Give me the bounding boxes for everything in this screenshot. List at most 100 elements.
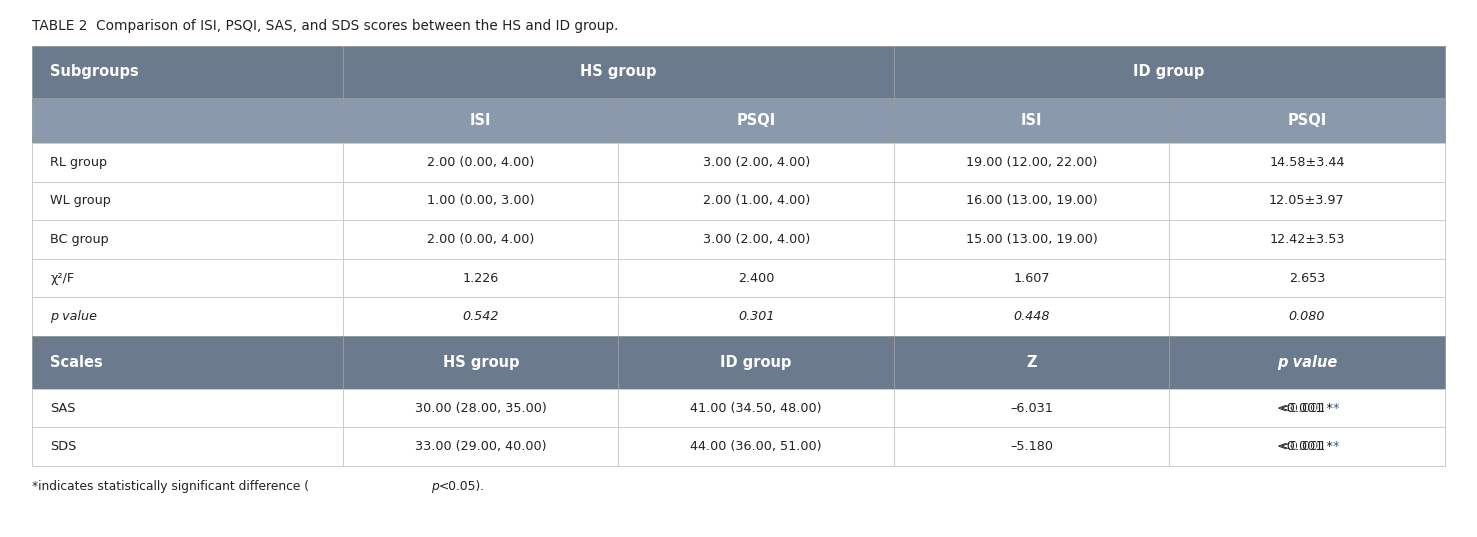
Text: <0.001*: <0.001* (1281, 402, 1334, 415)
Bar (32, 98, 343, 143)
Text: <0.001: <0.001 (1284, 440, 1331, 453)
Text: –6.031: –6.031 (1010, 402, 1053, 415)
Bar (32, 220, 343, 259)
Text: 2.00 (0.00, 4.00): 2.00 (0.00, 4.00) (427, 156, 535, 169)
Bar (32, 336, 343, 389)
Text: p: p (430, 480, 439, 492)
Bar (1170, 220, 1445, 259)
Bar (619, 336, 894, 389)
Text: 1.00 (0.00, 3.00): 1.00 (0.00, 3.00) (427, 194, 535, 207)
Text: 0.448: 0.448 (1013, 310, 1050, 323)
Bar (1170, 389, 1445, 427)
Text: <0.001: <0.001 (1276, 402, 1325, 415)
Bar (1170, 98, 1445, 143)
Text: 2.00 (1.00, 4.00): 2.00 (1.00, 4.00) (703, 194, 809, 207)
Text: ID group: ID group (1133, 64, 1205, 79)
Bar (343, 46, 894, 98)
Bar (894, 427, 1170, 466)
Text: χ²/F: χ²/F (50, 272, 74, 285)
Bar (619, 220, 894, 259)
Text: BC group: BC group (50, 233, 109, 246)
Text: 3.00 (2.00, 4.00): 3.00 (2.00, 4.00) (703, 156, 809, 169)
Text: p value: p value (50, 310, 97, 323)
Bar (32, 46, 343, 98)
Bar (894, 259, 1170, 297)
Text: Z: Z (1027, 355, 1037, 370)
Bar (894, 182, 1170, 220)
Bar (1170, 336, 1445, 389)
Bar (619, 182, 894, 220)
Bar (343, 389, 619, 427)
Bar (32, 427, 343, 466)
Text: 3.00 (2.00, 4.00): 3.00 (2.00, 4.00) (703, 233, 809, 246)
Bar (894, 389, 1170, 427)
Bar (1170, 182, 1445, 220)
Text: 2.400: 2.400 (738, 272, 774, 285)
Text: 30.00 (28.00, 35.00): 30.00 (28.00, 35.00) (415, 402, 546, 415)
Bar (32, 259, 343, 297)
Bar (343, 336, 619, 389)
Bar (1170, 297, 1445, 336)
Bar (619, 389, 894, 427)
Text: 15.00 (13.00, 19.00): 15.00 (13.00, 19.00) (966, 233, 1097, 246)
Text: 41.00 (34.50, 48.00): 41.00 (34.50, 48.00) (690, 402, 821, 415)
Text: 12.05±3.97: 12.05±3.97 (1269, 194, 1344, 207)
Bar (619, 297, 894, 336)
Bar (894, 143, 1170, 182)
Text: 44.00 (36.00, 51.00): 44.00 (36.00, 51.00) (690, 440, 821, 453)
Bar (619, 143, 894, 182)
Text: *: * (1332, 402, 1340, 415)
Text: 0.301: 0.301 (738, 310, 774, 323)
Text: SDS: SDS (50, 440, 77, 453)
Bar (343, 427, 619, 466)
Bar (32, 143, 343, 182)
Text: 1.226: 1.226 (462, 272, 499, 285)
Text: 14.58±3.44: 14.58±3.44 (1269, 156, 1344, 169)
Text: WL group: WL group (50, 194, 111, 207)
Text: 1.607: 1.607 (1013, 272, 1050, 285)
Text: <0.001*: <0.001* (1281, 440, 1334, 453)
Bar (894, 98, 1170, 143)
Text: p value: p value (1276, 355, 1337, 370)
Text: 0.542: 0.542 (462, 310, 499, 323)
Text: TABLE 2  Comparison of ISI, PSQI, SAS, and SDS scores between the HS and ID grou: TABLE 2 Comparison of ISI, PSQI, SAS, an… (32, 19, 619, 33)
Bar (894, 220, 1170, 259)
Bar (32, 389, 343, 427)
Bar (894, 297, 1170, 336)
Text: *indicates statistically significant difference (: *indicates statistically significant dif… (32, 480, 310, 492)
Text: SAS: SAS (50, 402, 75, 415)
Bar (32, 182, 343, 220)
Bar (32, 297, 343, 336)
Bar (343, 297, 619, 336)
Bar (619, 427, 894, 466)
Text: Scales: Scales (50, 355, 103, 370)
Bar (1170, 427, 1445, 466)
Bar (1170, 259, 1445, 297)
Text: 0.080: 0.080 (1288, 310, 1325, 323)
Text: <0.05).: <0.05). (439, 480, 484, 492)
Text: <0.001: <0.001 (1276, 440, 1325, 453)
Bar (894, 336, 1170, 389)
Text: RL group: RL group (50, 156, 108, 169)
Text: ISI: ISI (470, 113, 492, 128)
Text: Subgroups: Subgroups (50, 64, 139, 79)
Text: 2.00 (0.00, 4.00): 2.00 (0.00, 4.00) (427, 233, 535, 246)
Bar (894, 46, 1445, 98)
Bar (343, 143, 619, 182)
Text: –5.180: –5.180 (1010, 440, 1053, 453)
Bar (343, 259, 619, 297)
Text: PSQI: PSQI (1288, 113, 1326, 128)
Bar (1170, 143, 1445, 182)
Text: HS group: HS group (443, 355, 518, 370)
Text: 19.00 (12.00, 22.00): 19.00 (12.00, 22.00) (966, 156, 1097, 169)
Bar (343, 182, 619, 220)
Bar (343, 220, 619, 259)
Bar (619, 98, 894, 143)
Bar (343, 98, 619, 143)
Text: ID group: ID group (721, 355, 792, 370)
Text: ISI: ISI (1021, 113, 1043, 128)
Text: 16.00 (13.00, 19.00): 16.00 (13.00, 19.00) (966, 194, 1097, 207)
Text: PSQI: PSQI (737, 113, 775, 128)
Text: HS group: HS group (580, 64, 657, 79)
Text: *: * (1332, 440, 1340, 453)
